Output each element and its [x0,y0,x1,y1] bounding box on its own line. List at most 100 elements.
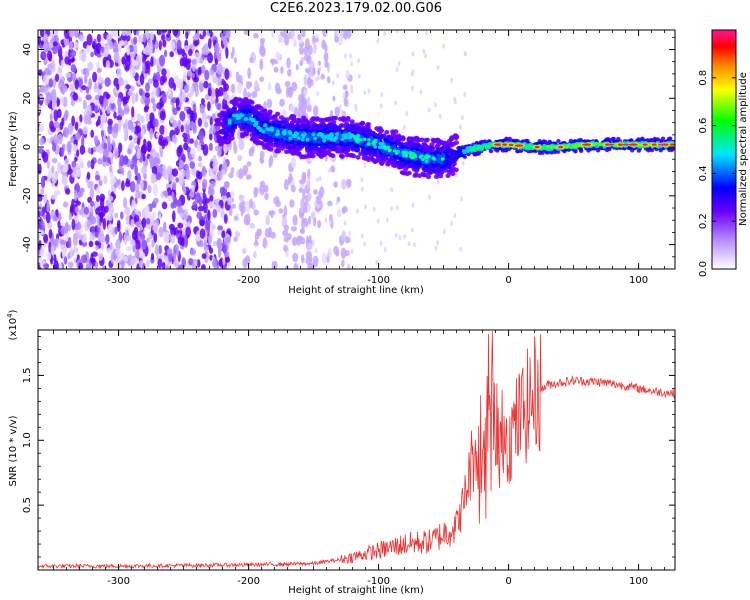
heatmap-cell [98,84,103,90]
heatmap-cell [296,235,303,242]
heatmap-cell [314,248,318,254]
heatmap-cell [269,210,276,216]
heatmap-cell [251,90,258,98]
heatmap-cell [229,136,235,141]
heatmap-cell [244,117,249,121]
heatmap-cell [145,112,150,122]
heatmap-cell [345,69,350,80]
heatmap-cell [298,179,305,185]
heatmap-cell [342,93,346,99]
heatmap-cell [62,85,68,93]
heatmap-cell [38,69,43,77]
heatmap-cell [306,159,312,165]
heatmap-cell [370,157,377,163]
heatmap-cell [404,171,410,177]
heatmap-cell [68,40,74,51]
heatmap-cell [92,41,96,50]
heatmap-cell [130,257,135,267]
heatmap-cell [46,160,50,169]
heatmap-cell [95,245,99,251]
heatmap-cell [117,97,122,107]
heatmap-cell [39,217,43,227]
heatmap-cell [131,199,136,212]
heatmap-cell [197,171,203,180]
heatmap-cell [275,200,281,208]
heatmap-area [38,30,675,269]
heatmap-cell [228,172,234,179]
heatmap-cell [218,86,224,97]
heatmap-cell [225,236,231,244]
heatmap-cell [330,165,336,173]
heatmap-cell [72,246,79,253]
heatmap-cell [88,240,94,248]
heatmap-cell [306,104,312,113]
heatmap-cell [186,169,191,181]
heatmap-cell [318,66,322,72]
heatmap-cell [60,59,65,69]
heatmap-cell [423,167,428,173]
heatmap-cell [159,110,166,121]
heatmap-cell [348,231,352,237]
heatmap-cell [54,238,58,247]
heatmap-cell [427,107,431,113]
heatmap-cell [351,126,356,131]
heatmap-cell [92,71,98,83]
heatmap-cell [186,108,192,115]
heatmap-cell [183,84,190,94]
heatmap-cell [63,256,68,265]
heatmap-cell [390,187,394,193]
heatmap-cell [186,118,190,125]
heatmap-cell [345,116,351,121]
heatmap-cell [40,40,44,46]
heatmap-cell [172,181,177,190]
heatmap-cell [178,144,183,154]
heatmap-cell [198,130,204,142]
heatmap-cell [177,222,184,229]
heatmap-cell [223,244,227,255]
heatmap-cell [416,137,422,143]
heatmap-cell [421,157,425,162]
heatmap-cell [290,30,295,40]
heatmap-cell [439,164,445,169]
heatmap-cell [423,147,428,152]
heatmap-cell [133,134,138,144]
heatmap-cell [58,261,63,269]
heatmap-cell [66,140,72,153]
heatmap-cell [250,118,255,123]
heatmap-cell [243,97,249,102]
heatmap-cell [76,254,80,260]
heatmap-cell [274,137,280,142]
heatmap-cell [427,168,433,173]
heatmap-cell [204,220,211,231]
heatmap-cell [197,69,202,76]
heatmap-cell [52,44,58,55]
heatmap-cell [162,39,167,48]
heatmap-cell [39,256,43,268]
heatmap-cell [306,142,312,147]
heatmap-cell [153,86,158,98]
heatmap-cell [268,147,274,152]
heatmap-cell [223,38,228,46]
heatmap-cell [109,96,115,104]
heatmap-cell [253,251,257,259]
heatmap-cell [127,119,134,131]
heatmap-cell [194,52,200,58]
heatmap-cell [356,208,359,214]
heatmap-cell [125,84,131,90]
heatmap-cell [188,153,192,162]
heatmap-cell [129,180,136,193]
heatmap-cell [436,65,440,71]
heatmap-cell [363,90,367,96]
heatmap-cell [39,30,45,38]
heatmap-cell [48,53,52,62]
heatmap-cell [70,135,75,143]
heatmap-cell [263,123,268,127]
heatmap-cell [453,213,457,218]
heatmap-cell [120,211,124,220]
heatmap-cell [334,35,339,43]
heatmap-cell [101,130,104,138]
heatmap-cell [100,243,105,251]
heatmap-cell [313,136,318,141]
heatmap-cell [73,41,79,50]
heatmap-cell [218,246,222,259]
